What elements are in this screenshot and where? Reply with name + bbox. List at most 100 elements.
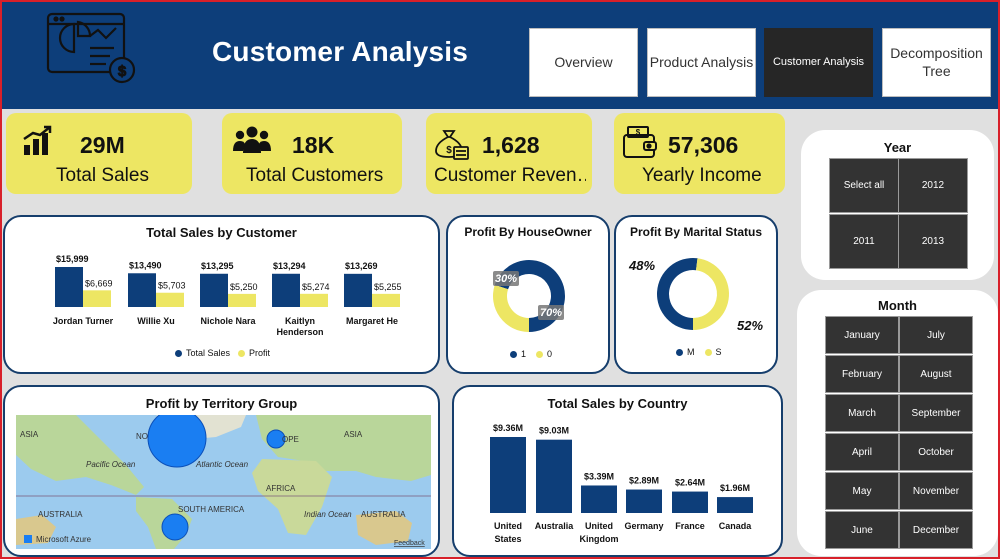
total-sales-bar: [55, 267, 83, 307]
month-option-december[interactable]: December: [899, 511, 973, 549]
map-label: Atlantic Ocean: [195, 460, 249, 469]
year-option-select-all[interactable]: Select all: [829, 158, 899, 213]
month-option-march[interactable]: March: [825, 394, 899, 432]
month-option-september[interactable]: September: [899, 394, 973, 432]
year-option-2011[interactable]: 2011: [829, 214, 899, 269]
chart-title: Profit By HouseOwner: [464, 225, 592, 239]
legend-label: 1: [521, 349, 527, 359]
donut-slice-0: [493, 284, 529, 332]
month-option-august[interactable]: August: [899, 355, 973, 393]
month-option-november[interactable]: November: [899, 472, 973, 510]
chart-legend: Total Sales Profit: [175, 348, 270, 358]
month-option-january[interactable]: January: [825, 316, 899, 354]
slice-label: 70%: [540, 307, 562, 319]
slice-label: 48%: [628, 258, 655, 273]
north-america-bubble[interactable]: [147, 415, 207, 468]
year-option-2012[interactable]: 2012: [898, 158, 968, 213]
category-label: Margaret He: [346, 316, 398, 326]
microsoft-logo-icon: [24, 535, 32, 543]
month-option-july[interactable]: July: [899, 316, 973, 354]
donut-slice-S: [693, 258, 729, 330]
panel-sales-by-customer: Total Sales by Customer $15,999 $6,669 Jor…: [3, 215, 440, 374]
chart-title: Profit by Territory Group: [145, 396, 298, 411]
pacific-bubble[interactable]: [161, 513, 189, 541]
legend-label: Total Sales: [186, 348, 231, 358]
data-label: $1.96M: [720, 483, 750, 493]
slice-label-box: [538, 305, 564, 320]
country-bar: [536, 439, 572, 513]
month-option-april[interactable]: April: [825, 433, 899, 471]
category-label: Kaitlyn: [285, 316, 315, 326]
total-sales-bar: [200, 273, 228, 307]
total-sales-bar: [128, 273, 156, 307]
category-label: States: [494, 534, 521, 544]
category-label: Canada: [719, 521, 753, 531]
data-label: $15,999: [56, 254, 89, 264]
month-option-october[interactable]: October: [899, 433, 973, 471]
kpi-card-customer-revenue: $ 1,628 Customer Reven…: [426, 113, 592, 194]
data-label: $3.39M: [584, 471, 614, 481]
chart-legend: 1 0: [510, 349, 552, 359]
analytics-report-icon: $: [46, 12, 136, 84]
data-label: $2.64M: [675, 478, 705, 488]
panel-territory-map: Profit by Territory Group ASIA NO OPE AS…: [3, 385, 440, 557]
legend-label: S: [715, 347, 722, 357]
chart-title: Total Sales by Country: [547, 396, 688, 411]
slice-label: 52%: [737, 318, 763, 333]
donut-slice-M: [657, 258, 698, 330]
kpi-card-yearly-income: $ 57,306 Yearly Income: [614, 113, 785, 194]
nav-decomposition-tree-button[interactable]: Decomposition Tree: [882, 28, 991, 97]
money-bag-icon: $: [435, 130, 469, 160]
eurasia-land: [256, 415, 431, 481]
year-option-2013[interactable]: 2013: [898, 214, 968, 269]
sales-by-country-chart: $9.36M United States $9.03M Australia $3.39M U…: [490, 423, 753, 544]
map-label: ASIA: [344, 430, 363, 439]
chart-title: Profit By Marital Status: [629, 225, 763, 239]
world-map[interactable]: ASIA NO OPE ASIA Pacific Ocean Atlantic …: [16, 415, 431, 549]
category-label: Nichole Nara: [200, 316, 256, 326]
year-slicer: Year Select all 2012 2011 2013: [801, 130, 994, 280]
data-label: $5,255: [374, 282, 402, 292]
kpi-card-total-customers: 18K Total Customers: [222, 113, 402, 194]
europe-bubble[interactable]: [266, 429, 286, 449]
nav-overview-button[interactable]: Overview: [529, 28, 638, 97]
nav-customer-analysis-button[interactable]: Customer Analysis: [764, 28, 873, 97]
month-option-may[interactable]: May: [825, 472, 899, 510]
data-label: $5,274: [302, 282, 330, 292]
category-label: Germany: [624, 521, 663, 531]
map-attribution: Microsoft Azure: [36, 535, 92, 544]
category-label: United: [494, 521, 522, 531]
legend-swatch: [704, 348, 712, 356]
category-label: Jordan Turner: [53, 316, 114, 326]
legend-swatch: [510, 350, 517, 358]
chart-legend: M S: [676, 347, 722, 357]
month-option-june[interactable]: June: [825, 511, 899, 549]
profit-bar: [372, 293, 400, 307]
data-label: $13,294: [273, 261, 306, 271]
country-bar: [626, 489, 662, 513]
map-label: ASIA: [20, 430, 39, 439]
slice-label-box: [493, 271, 519, 286]
data-label: $9.03M: [539, 426, 569, 436]
panel-sales-by-country: Total Sales by Country $9.36M United State…: [452, 385, 783, 557]
map-label: SOUTH AMERICA: [178, 505, 245, 514]
profit-bar: [83, 290, 111, 307]
data-label: $5,250: [230, 282, 258, 292]
category-label: Henderson: [276, 327, 323, 337]
profit-bar: [228, 293, 256, 307]
legend-swatch: [175, 349, 182, 357]
map-label: Indian Ocean: [304, 510, 352, 519]
profit-marital-donut: 52% 48%: [628, 258, 763, 333]
panel-profit-houseowner: Profit By HouseOwner 70% 30% 1 0: [446, 215, 610, 374]
kpi-value: 29M: [80, 132, 125, 158]
nav-product-analysis-button[interactable]: Product Analysis: [647, 28, 756, 97]
svg-text:$: $: [118, 63, 127, 80]
legend-swatch: [238, 349, 246, 357]
category-label: Willie Xu: [137, 316, 174, 326]
month-option-february[interactable]: February: [825, 355, 899, 393]
country-bar: [717, 497, 753, 513]
map-label: AUSTRALIA: [38, 510, 83, 519]
data-label: $13,295: [201, 261, 234, 271]
map-feedback-link[interactable]: Feedback: [394, 540, 425, 547]
chart-title: Total Sales by Customer: [146, 225, 297, 240]
